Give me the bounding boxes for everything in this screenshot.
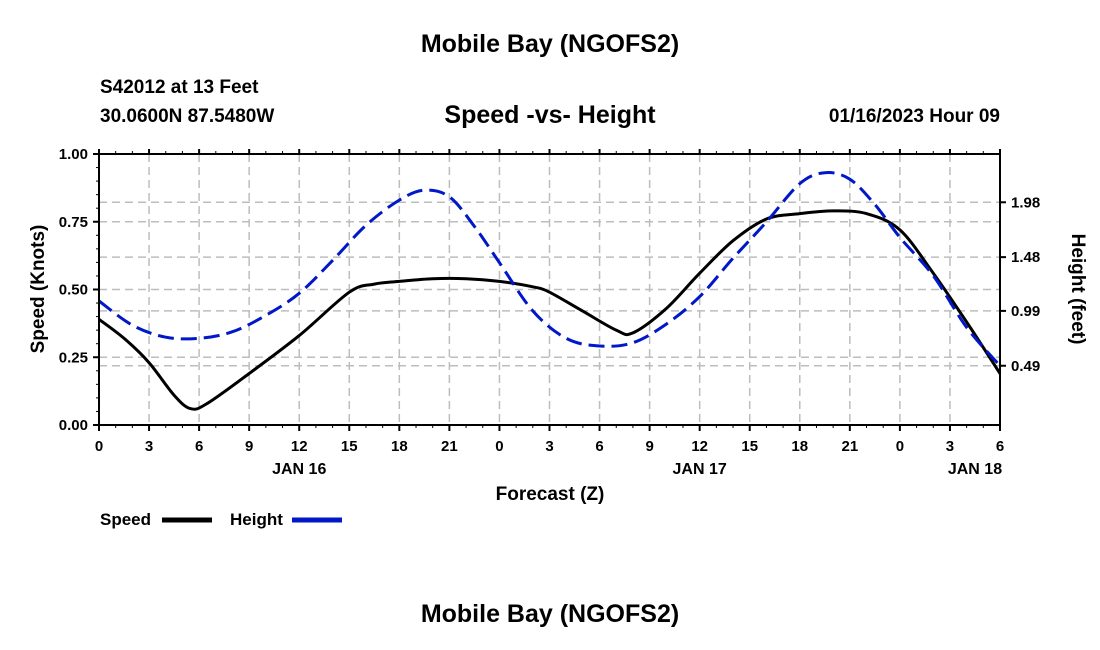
x-tick-label: 21 xyxy=(841,438,858,455)
series-group xyxy=(98,171,1002,411)
y2-tick-label: 0.99 xyxy=(1011,303,1040,320)
x-tick-label: 9 xyxy=(245,438,253,455)
x-axis-label: Forecast (Z) xyxy=(496,484,605,505)
x-tick-label: 18 xyxy=(391,438,408,455)
grid xyxy=(99,154,1000,425)
x-tick-label: 12 xyxy=(691,438,708,455)
chart-title: Mobile Bay (NGOFS2) xyxy=(420,30,680,58)
x-tick-label: 0 xyxy=(95,438,103,455)
date-label: JAN 17 xyxy=(673,461,727,478)
y2-tick-label: 1.98 xyxy=(1011,194,1040,211)
x-tick-label: 6 xyxy=(595,438,603,455)
y2-tick-label: 1.48 xyxy=(1011,249,1040,266)
x-tick-label: 15 xyxy=(741,438,758,455)
x-tick-label: 0 xyxy=(896,438,904,455)
station-label: S42012 at 13 Feet xyxy=(100,77,259,98)
coordinates-label: 30.0600N 87.5480W xyxy=(100,106,275,127)
x-tick-label: 21 xyxy=(441,438,458,455)
footer-title: Mobile Bay (NGOFS2) xyxy=(420,600,680,628)
series-line-height xyxy=(98,171,1002,367)
x-tick-label: 6 xyxy=(996,438,1004,455)
y-axis-label: Speed (Knots) xyxy=(28,225,49,354)
series-line-speed xyxy=(98,209,1002,411)
x-tick-label: 3 xyxy=(145,438,153,455)
y2-axis-label: Height (feet) xyxy=(1067,234,1088,345)
y-tick-label: 0.00 xyxy=(59,417,88,434)
forecast-datetime: 01/16/2023 Hour 09 xyxy=(828,106,1000,127)
y-tick-label: 0.25 xyxy=(59,349,88,366)
y-tick-label: 0.50 xyxy=(59,282,88,299)
x-tick-label: 9 xyxy=(645,438,653,455)
date-label: JAN 18 xyxy=(948,461,1002,478)
y2-tick-label: 0.49 xyxy=(1011,358,1040,375)
axes: 0 3 6 9 12 15 18 21 0 3 6 9 12 15 18 21 0 3 6 JAN 16 JAN 17 J… xyxy=(59,146,1040,478)
y-tick-label: 0.75 xyxy=(59,214,88,231)
legend: Speed Height xyxy=(100,510,342,529)
chart-subtitle: Speed -vs- Height xyxy=(444,101,656,129)
x-tick-label: 3 xyxy=(946,438,954,455)
x-tick-label: 6 xyxy=(195,438,203,455)
x-tick-label: 15 xyxy=(341,438,358,455)
x-tick-label: 3 xyxy=(545,438,553,455)
legend-label-speed: Speed xyxy=(100,510,151,529)
x-tick-label: 0 xyxy=(495,438,503,455)
date-label: JAN 16 xyxy=(272,461,326,478)
y-tick-label: 1.00 xyxy=(59,146,88,163)
legend-label-height: Height xyxy=(230,510,283,529)
x-tick-label: 12 xyxy=(291,438,308,455)
x-tick-label: 18 xyxy=(791,438,808,455)
